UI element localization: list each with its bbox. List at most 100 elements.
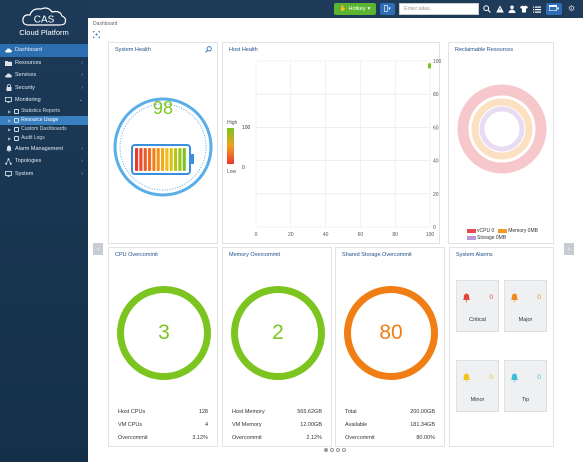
user-icon[interactable] — [507, 4, 517, 14]
page-dot[interactable] — [324, 448, 328, 452]
stat-value: 565.62GB — [297, 409, 322, 415]
hand-icon: ✋ — [339, 6, 347, 12]
alarm-tip[interactable]: 0 Tip — [504, 360, 547, 412]
stat-label: Overcommit — [118, 435, 148, 441]
stat-value: 200.00GB — [410, 409, 435, 415]
caret-right-icon: ▶ — [8, 126, 12, 132]
caret-down-icon: ▾ — [556, 6, 560, 12]
cloud-logo-icon: CAS — [21, 7, 67, 27]
sidebar-subitem-label: Custom Dashboards — [21, 126, 67, 132]
sidebar-item-label: Monitoring — [15, 97, 41, 104]
next-page-button[interactable]: › — [564, 243, 574, 255]
storage-overcommit-card: Shared Storage Overcommit 80 Total 200.00… — [335, 247, 445, 447]
sidebar-subitem-statistics-reports[interactable]: ▶ Statistics Reports — [0, 107, 88, 116]
alarm-count: 0 — [537, 374, 541, 381]
sidebar-item-label: System — [15, 170, 34, 177]
x-tick-label: 100 — [426, 232, 435, 238]
sidebar-item-services[interactable]: Services › — [0, 69, 88, 82]
page-dot[interactable] — [330, 448, 334, 452]
sidebar-item-label: Dashboard — [15, 47, 42, 54]
gear-icon[interactable]: ⚙ — [568, 4, 576, 13]
battery-cell — [161, 148, 165, 171]
legend-swatch — [467, 229, 476, 233]
page-dot[interactable] — [336, 448, 340, 452]
fullscreen-icon[interactable] — [92, 30, 101, 39]
sidebar-subitem-label: Audit Logs — [21, 135, 45, 141]
shirt-icon[interactable] — [519, 4, 529, 14]
alarm-major[interactable]: 0 Major — [504, 280, 547, 332]
stat-label: Available — [345, 422, 368, 428]
legend-label: vCPU 0 — [477, 228, 495, 234]
battery-cell — [178, 148, 182, 171]
legend-label: Storage 0MB — [477, 235, 507, 241]
battery-cell — [169, 148, 173, 171]
alarm-critical[interactable]: 0 Critical — [456, 280, 499, 332]
bell-icon — [462, 293, 471, 302]
sidebar-item-resources[interactable]: Resources › — [0, 57, 88, 70]
x-tick-label: 80 — [392, 232, 398, 238]
sidebar-item-monitoring[interactable]: Monitoring ⌄ — [0, 94, 88, 107]
prev-page-button[interactable]: ‹ — [93, 243, 103, 255]
stat-label: Overcommit — [345, 435, 375, 441]
logo[interactable]: CAS Cloud Platform — [0, 0, 88, 44]
system-alarms-card: System Alarms 0 Critical 0 Major 0 Minor… — [449, 247, 554, 447]
log-icon — [14, 135, 20, 141]
chevron-right-icon: › — [81, 72, 83, 79]
page-dot[interactable] — [342, 448, 346, 452]
sidebar-item-label: Topologies — [15, 158, 42, 165]
stat-row: VM Memory 12.00GB — [232, 422, 322, 432]
search-icon[interactable] — [482, 4, 492, 14]
mobile-button[interactable]: ▾ — [380, 3, 395, 15]
color-scale-bar — [227, 128, 234, 164]
sidebar-item-dashboard[interactable]: Dashboard — [0, 44, 88, 57]
cloud-icon — [5, 47, 12, 54]
legend-swatch — [467, 236, 476, 240]
stat-value: 2.12% — [306, 435, 322, 441]
reclaimable-legend: vCPU 0 Memory 0MB Storage 0MB — [467, 228, 547, 241]
mobile-icon — [384, 4, 389, 14]
sidebar-item-system[interactable]: System › — [0, 168, 88, 181]
x-tick-label: 60 — [358, 232, 364, 238]
sidebar-item-security[interactable]: Security › — [0, 82, 88, 95]
y-tick-label: 100 — [433, 59, 441, 65]
bell-icon — [510, 293, 519, 302]
list-icon[interactable] — [532, 4, 542, 14]
battery-cell — [174, 148, 178, 171]
search-input[interactable] — [399, 3, 479, 15]
legend-low-value: 0 — [242, 165, 245, 171]
stat-row: Total 200.00GB — [345, 409, 435, 419]
report-icon — [14, 108, 20, 114]
hotkey-button[interactable]: ✋ Hotkey ▾ — [334, 3, 376, 15]
sidebar-item-label: Resources — [15, 59, 42, 66]
stat-label: Overcommit — [232, 435, 262, 441]
cpu-overcommit-ring: 3 — [117, 286, 211, 380]
monitor-icon — [5, 97, 12, 104]
health-gauge — [113, 97, 213, 197]
chevron-right-icon: › — [81, 170, 83, 177]
chevron-right-icon: › — [81, 158, 83, 165]
search-icon[interactable] — [205, 46, 212, 55]
sidebar-item-topologies[interactable]: Topologies › — [0, 155, 88, 168]
stat-row: Host CPUs 128 — [118, 409, 208, 419]
card-title: Host Health — [229, 47, 258, 53]
memory-overcommit-ring: 2 — [231, 286, 325, 380]
sidebar-item-alarm-management[interactable]: Alarm Management › — [0, 143, 88, 156]
sidebar-subitem-custom-dashboards[interactable]: ▶ Custom Dashboards — [0, 125, 88, 134]
health-score: 98 — [152, 98, 174, 118]
sidebar-subitem-label: Statistics Reports — [21, 108, 60, 114]
view-mode-button[interactable]: ▾ — [546, 3, 562, 15]
top-bar: ✋ Hotkey ▾ ▾ ▾ ⚙ — [88, 0, 583, 18]
sidebar-subitem-audit-logs[interactable]: ▶ Audit Logs — [0, 134, 88, 143]
sidebar-subitem-resource-usage[interactable]: ▶ Resource Usage — [0, 115, 88, 125]
alarm-minor[interactable]: 0 Minor — [456, 360, 499, 412]
chevron-right-icon: › — [81, 84, 83, 91]
alert-icon[interactable] — [495, 4, 505, 14]
dashboard-icon — [14, 126, 20, 132]
chevron-down-icon: ⌄ — [78, 97, 83, 104]
alarm-label: Major — [518, 317, 533, 323]
stat-label: Host CPUs — [118, 409, 146, 415]
sidebar-subitem-label: Resource Usage — [21, 117, 59, 123]
caret-down-icon: ▾ — [367, 6, 371, 12]
caret-right-icon: ▶ — [8, 108, 12, 114]
breadcrumb: Dashboard — [93, 21, 118, 27]
